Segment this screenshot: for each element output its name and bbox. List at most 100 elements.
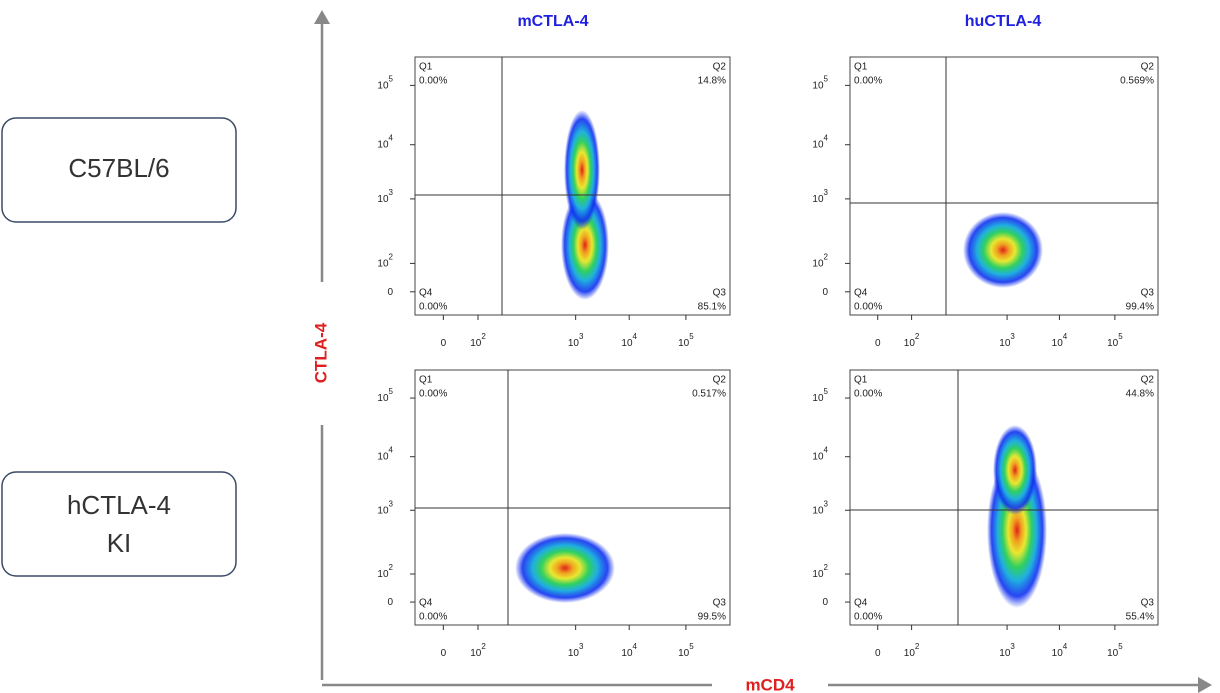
- tick-exponent: 2: [481, 332, 486, 341]
- y-tick-label: 104: [377, 446, 393, 463]
- x-tick-label: 105: [678, 642, 694, 659]
- row-label-box: [1, 117, 237, 223]
- tick-base: 10: [812, 80, 824, 91]
- row-label: hCTLA-4: [67, 490, 171, 520]
- quadrant-percent: 0.517%: [692, 389, 726, 400]
- tick-exponent: 4: [633, 642, 638, 651]
- quadrant-name: Q2: [1141, 375, 1155, 386]
- tick-base: 10: [812, 258, 824, 269]
- y-tick-label: 0: [822, 597, 828, 608]
- quadrant-name: Q1: [419, 375, 433, 386]
- tick-exponent: 2: [915, 642, 920, 651]
- tick-base: 0: [875, 648, 881, 659]
- axes-arrows: [314, 10, 1212, 693]
- tick-exponent: 2: [915, 332, 920, 341]
- tick-base: 10: [1107, 648, 1119, 659]
- plot-frame: [414, 56, 731, 316]
- tick-base: 10: [621, 338, 633, 349]
- quadrant-percent: 0.00%: [854, 302, 882, 313]
- tick-exponent: 3: [1010, 332, 1015, 341]
- tick-base: 10: [377, 258, 389, 269]
- x-tick-label: 102: [904, 642, 920, 659]
- tick-exponent: 4: [824, 446, 829, 455]
- x-tick-label: 0: [875, 648, 881, 659]
- x-tick-label: 102: [470, 642, 486, 659]
- tick-base: 10: [904, 648, 916, 659]
- tick-exponent: 5: [689, 642, 694, 651]
- tick-exponent: 3: [389, 499, 394, 508]
- tick-exponent: 4: [389, 134, 394, 143]
- tick-exponent: 3: [824, 188, 829, 197]
- plot-frame: [849, 369, 1159, 626]
- x-tick-label: 0: [441, 648, 447, 659]
- tick-exponent: 5: [824, 74, 829, 83]
- tick-base: 10: [377, 139, 389, 150]
- plot-frame: [849, 56, 1159, 316]
- quadrant-name: Q4: [854, 288, 868, 299]
- tick-base: 10: [568, 338, 580, 349]
- tick-base: 10: [377, 393, 389, 404]
- tick-exponent: 2: [389, 563, 394, 572]
- x-tick-label: 103: [568, 642, 584, 659]
- tick-exponent: 2: [389, 253, 394, 262]
- quadrant-percent: 0.00%: [854, 76, 882, 87]
- quadrant-percent: 0.00%: [419, 76, 447, 87]
- density-cloud: [515, 533, 615, 603]
- y-axis-label: CTLA-4: [311, 322, 330, 383]
- tick-base: 0: [875, 338, 881, 349]
- x-tick-label: 102: [904, 332, 920, 349]
- column-title: huCTLA-4: [965, 13, 1042, 30]
- tick-exponent: 5: [689, 332, 694, 341]
- tick-base: 10: [812, 393, 824, 404]
- tick-base: 0: [387, 597, 393, 608]
- quadrant-name: Q1: [854, 62, 868, 73]
- quadrant-name: Q2: [713, 62, 727, 73]
- tick-base: 10: [1052, 338, 1064, 349]
- quadrant-name: Q3: [713, 598, 727, 609]
- plot-frame: [414, 369, 731, 626]
- y-tick-label: 105: [812, 387, 828, 404]
- y-tick-label: 103: [812, 188, 828, 205]
- y-tick-label: 0: [387, 286, 393, 297]
- quadrant-name: Q3: [1141, 288, 1155, 299]
- tick-exponent: 3: [389, 188, 394, 197]
- tick-exponent: 5: [389, 74, 394, 83]
- y-tick-label: 104: [812, 134, 828, 151]
- quadrant-percent: 0.00%: [854, 389, 882, 400]
- tick-base: 0: [441, 648, 447, 659]
- tick-exponent: 3: [1010, 642, 1015, 651]
- quadrant-percent: 44.8%: [1126, 389, 1154, 400]
- quadrant-name: Q1: [419, 62, 433, 73]
- quadrant-percent: 0.00%: [419, 612, 447, 623]
- x-tick-label: 105: [678, 332, 694, 349]
- flow-panel: 00102102103103104104105105Q10.00%Q20.517…: [377, 369, 731, 659]
- quadrant-name: Q2: [1141, 62, 1155, 73]
- y-tick-label: 104: [377, 134, 393, 151]
- quadrant-name: Q3: [713, 288, 727, 299]
- x-tick-label: 104: [1052, 332, 1068, 349]
- column-title: mCTLA-4: [517, 13, 588, 30]
- quadrant-percent: 99.4%: [1126, 302, 1154, 313]
- tick-base: 10: [377, 194, 389, 205]
- quadrant-percent: 0.00%: [419, 389, 447, 400]
- tick-base: 10: [812, 194, 824, 205]
- row-label-box: [1, 471, 237, 577]
- row-label: C57BL/6: [68, 153, 169, 183]
- y-tick-label: 102: [377, 563, 393, 580]
- quadrant-percent: 0.00%: [854, 612, 882, 623]
- quadrant-percent: 0.00%: [419, 302, 447, 313]
- tick-base: 10: [568, 648, 580, 659]
- tick-exponent: 4: [389, 446, 394, 455]
- x-tick-label: 104: [1052, 642, 1068, 659]
- tick-base: 10: [470, 648, 482, 659]
- x-tick-label: 104: [621, 642, 637, 659]
- x-tick-label: 104: [621, 332, 637, 349]
- tick-exponent: 3: [824, 499, 829, 508]
- flow-panel: 00102102103103104104105105Q10.00%Q244.8%…: [812, 369, 1159, 659]
- y-tick-label: 103: [812, 499, 828, 516]
- x-tick-label: 103: [568, 332, 584, 349]
- y-tick-label: 103: [377, 499, 393, 516]
- y-tick-label: 0: [822, 286, 828, 297]
- quadrant-name: Q4: [854, 598, 868, 609]
- density-cloud: [963, 212, 1043, 288]
